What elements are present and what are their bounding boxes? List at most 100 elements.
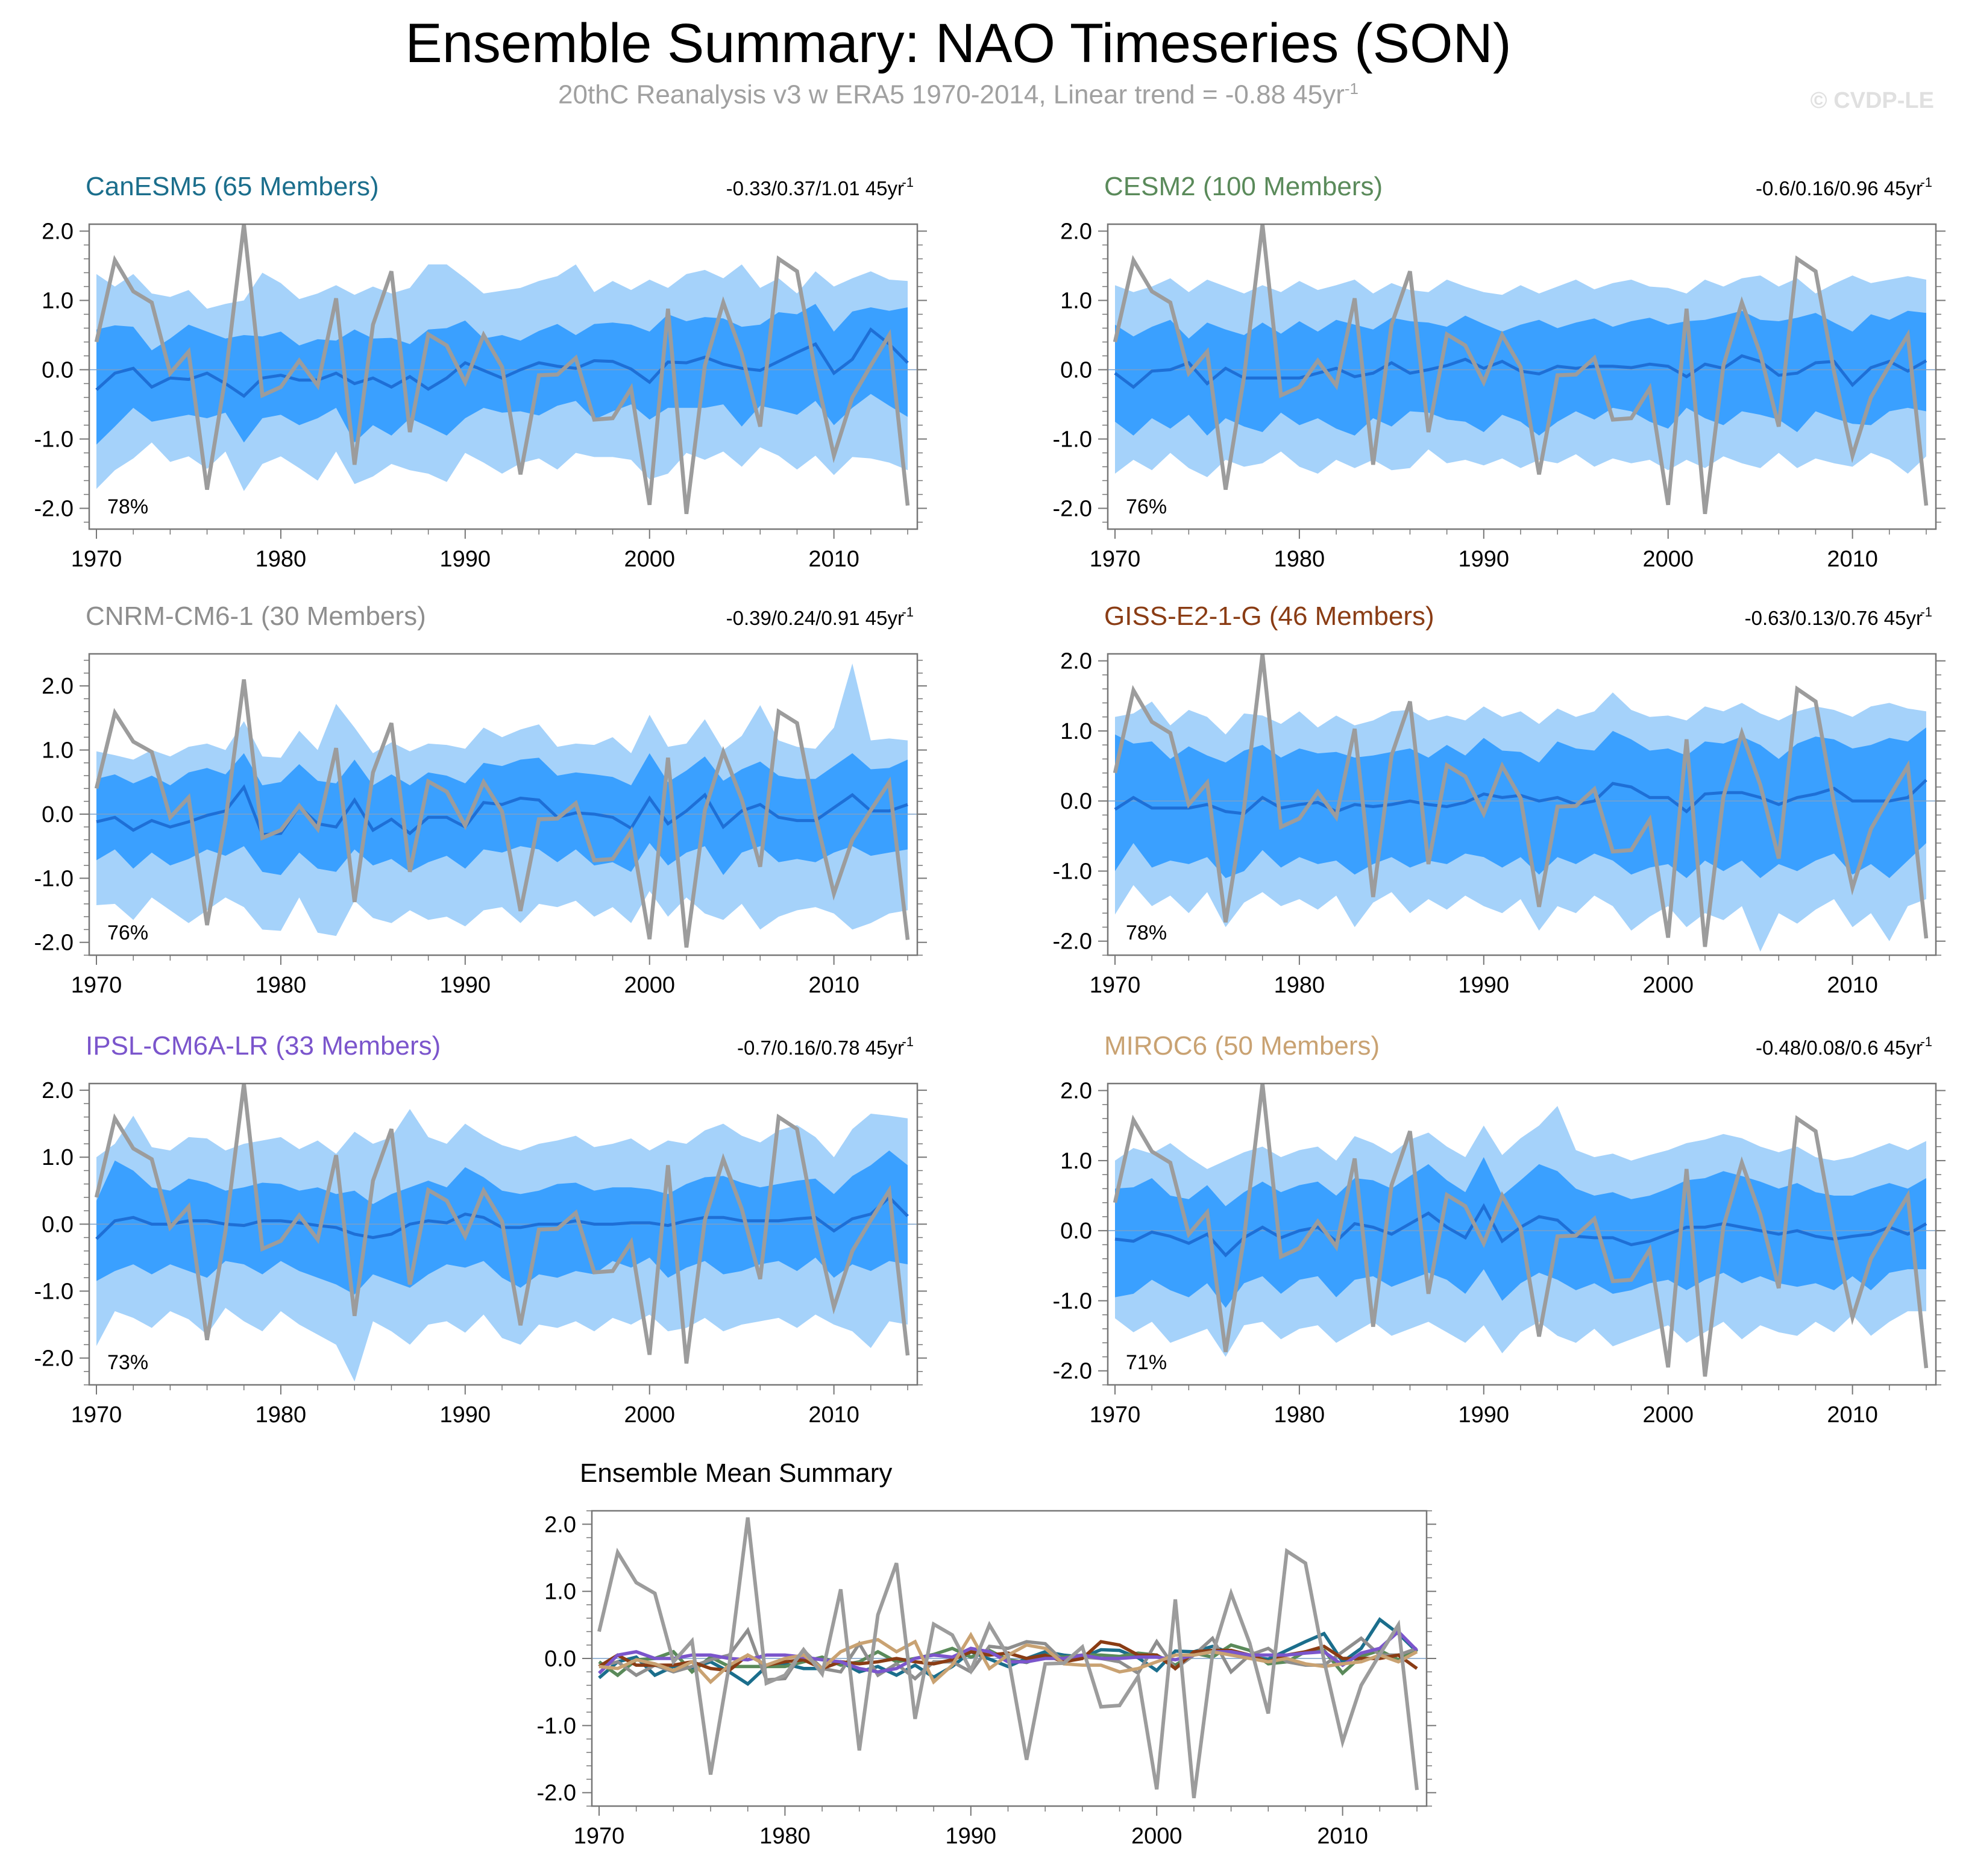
observed-line: [1113, 224, 1929, 515]
x-tick-label: 2010: [1317, 1824, 1368, 1849]
y-tick-label: -1.0: [34, 1279, 74, 1304]
y-tick-label: 1.0: [1060, 289, 1092, 314]
x-tick-label: 2000: [624, 547, 675, 572]
y-tick-label: 2.0: [1060, 649, 1092, 674]
x-tick-label: 1980: [256, 547, 307, 572]
chart-panel: 2.0 1.0 0.0 -1.0 -2.0 1970 1980 1990 2000 2010 CES…: [1053, 172, 1946, 572]
panel-title: IPSL-CM6A-LR (33 Members): [86, 1031, 441, 1061]
observed-line: [94, 224, 910, 515]
trend-superscript: -1: [902, 604, 914, 620]
panel-title: CNRM-CM6-1 (30 Members): [86, 601, 426, 631]
observed-line: [94, 1083, 910, 1364]
x-tick-label: 1990: [440, 973, 491, 998]
trend-label: -0.48/0.08/0.6 45yr: [1756, 1037, 1923, 1059]
trend-label: -0.7/0.16/0.78 45yr: [737, 1037, 904, 1059]
trend-label: -0.39/0.24/0.91 45yr: [726, 607, 904, 629]
y-tick-label: 1.0: [42, 1145, 74, 1170]
trend-superscript: -1: [1920, 1034, 1932, 1049]
y-tick-label: 2.0: [544, 1512, 576, 1537]
y-tick-label: 0.0: [42, 358, 74, 383]
y-tick-label: 2.0: [42, 1078, 74, 1103]
x-tick-label: 1970: [71, 973, 122, 998]
x-tick-label: 1990: [946, 1824, 997, 1849]
x-tick-label: 2000: [1131, 1824, 1183, 1849]
trend-label: -0.6/0.16/0.96 45yr: [1756, 177, 1923, 199]
y-tick-label: 1.0: [42, 289, 74, 314]
y-tick-label: -1.0: [1053, 1288, 1092, 1314]
x-tick-label: 1980: [1274, 973, 1325, 998]
y-tick-label: 2.0: [1060, 1079, 1092, 1104]
y-tick-label: 2.0: [42, 674, 74, 699]
observed-line: [94, 679, 910, 948]
subtitle-superscript: -1: [1344, 80, 1358, 98]
x-tick-label: 1970: [1090, 547, 1141, 572]
y-tick-label: 0.0: [544, 1646, 576, 1672]
x-tick-label: 1990: [440, 1402, 491, 1428]
percent-label: 73%: [107, 1351, 148, 1374]
plot-frame: [88, 653, 919, 956]
x-tick-label: 1980: [759, 1824, 811, 1849]
x-tick-label: 1970: [71, 1402, 122, 1428]
x-tick-label: 2010: [1827, 547, 1878, 572]
x-tick-label: 1970: [1090, 1402, 1141, 1428]
plot-frame: [88, 223, 919, 530]
percent-label: 76%: [1126, 495, 1167, 518]
y-tick-label: 1.0: [42, 738, 74, 764]
chart-panel: 2.0 1.0 0.0 -1.0 -2.0 1970 1980 1990 2000 2010 CNR…: [34, 601, 927, 998]
ensemble-mean-line: [96, 784, 908, 836]
cvdp-le-watermark: © CVDP-LE: [1810, 88, 1934, 113]
y-tick-label: -2.0: [1053, 929, 1092, 955]
x-tick-label: 1990: [440, 547, 491, 572]
y-tick-label: 1.0: [1060, 1149, 1092, 1174]
figure-subtitle: 20thC Reanalysis v3 w ERA5 1970-2014, Li…: [0, 80, 1917, 110]
x-tick-label: 2000: [1642, 1402, 1694, 1428]
y-tick-label: 2.0: [42, 219, 74, 245]
series-line-canesm5: [598, 1617, 1418, 1686]
trend-label: -0.33/0.37/1.01 45yr: [726, 177, 904, 199]
percent-label: 78%: [107, 495, 148, 518]
x-tick-label: 1980: [1274, 547, 1325, 572]
trend-superscript: -1: [902, 1034, 914, 1049]
plot-frame: [88, 1082, 919, 1386]
y-tick-label: -2.0: [1053, 497, 1092, 522]
y-tick-label: 0.0: [42, 1212, 74, 1237]
percent-label: 76%: [107, 921, 148, 944]
panel-title: GISS-E2-1-G (46 Members): [1104, 601, 1434, 631]
panel-title: Ensemble Mean Summary: [580, 1458, 892, 1488]
x-tick-label: 1970: [574, 1824, 625, 1849]
y-tick-label: 1.0: [1060, 719, 1092, 744]
y-tick-label: -2.0: [1053, 1359, 1092, 1384]
y-tick-label: -1.0: [34, 866, 74, 891]
trend-superscript: -1: [1920, 175, 1932, 190]
y-tick-label: 2.0: [1060, 219, 1092, 245]
figure-title: Ensemble Summary: NAO Timeseries (SON): [405, 13, 1512, 74]
y-tick-label: -1.0: [34, 427, 74, 453]
y-tick-label: -2.0: [34, 497, 74, 522]
chart-panel: 2.0 1.0 0.0 -1.0 -2.0 1970 1980 1990 2000 2010 Can…: [34, 172, 927, 572]
y-tick-label: -1.0: [1053, 427, 1092, 453]
observed-line: [1113, 1083, 1929, 1377]
plot-frame: [1107, 223, 1937, 530]
percent-label: 71%: [1126, 1351, 1167, 1374]
x-tick-label: 1990: [1459, 547, 1510, 572]
x-tick-label: 2010: [808, 973, 859, 998]
panel-title: CESM2 (100 Members): [1104, 172, 1383, 201]
y-tick-label: -1.0: [1053, 859, 1092, 884]
x-tick-label: 1980: [256, 1402, 307, 1428]
y-tick-label: 1.0: [544, 1580, 576, 1605]
y-tick-label: -2.0: [34, 930, 74, 956]
chart-panel: 2.0 1.0 0.0 -1.0 -2.0 1970 1980 1990 2000 2010 GIS…: [1053, 601, 1946, 998]
x-tick-label: 2000: [624, 973, 675, 998]
chart-panel: 2.0 1.0 0.0 -1.0 -2.0 1970 1980 1990 2000 2010 MIR…: [1053, 1031, 1946, 1428]
y-tick-label: -1.0: [537, 1713, 576, 1739]
x-tick-label: 2010: [808, 547, 859, 572]
y-tick-label: -2.0: [34, 1346, 74, 1372]
x-tick-label: 1980: [1274, 1402, 1325, 1428]
trend-superscript: -1: [1920, 604, 1932, 620]
x-tick-label: 2010: [808, 1402, 859, 1428]
x-tick-label: 1990: [1459, 1402, 1510, 1428]
subtitle-text: 20thC Reanalysis v3 w ERA5 1970-2014, Li…: [558, 80, 1345, 110]
y-tick-label: -2.0: [537, 1781, 576, 1806]
trend-label: -0.63/0.13/0.76 45yr: [1745, 607, 1923, 629]
